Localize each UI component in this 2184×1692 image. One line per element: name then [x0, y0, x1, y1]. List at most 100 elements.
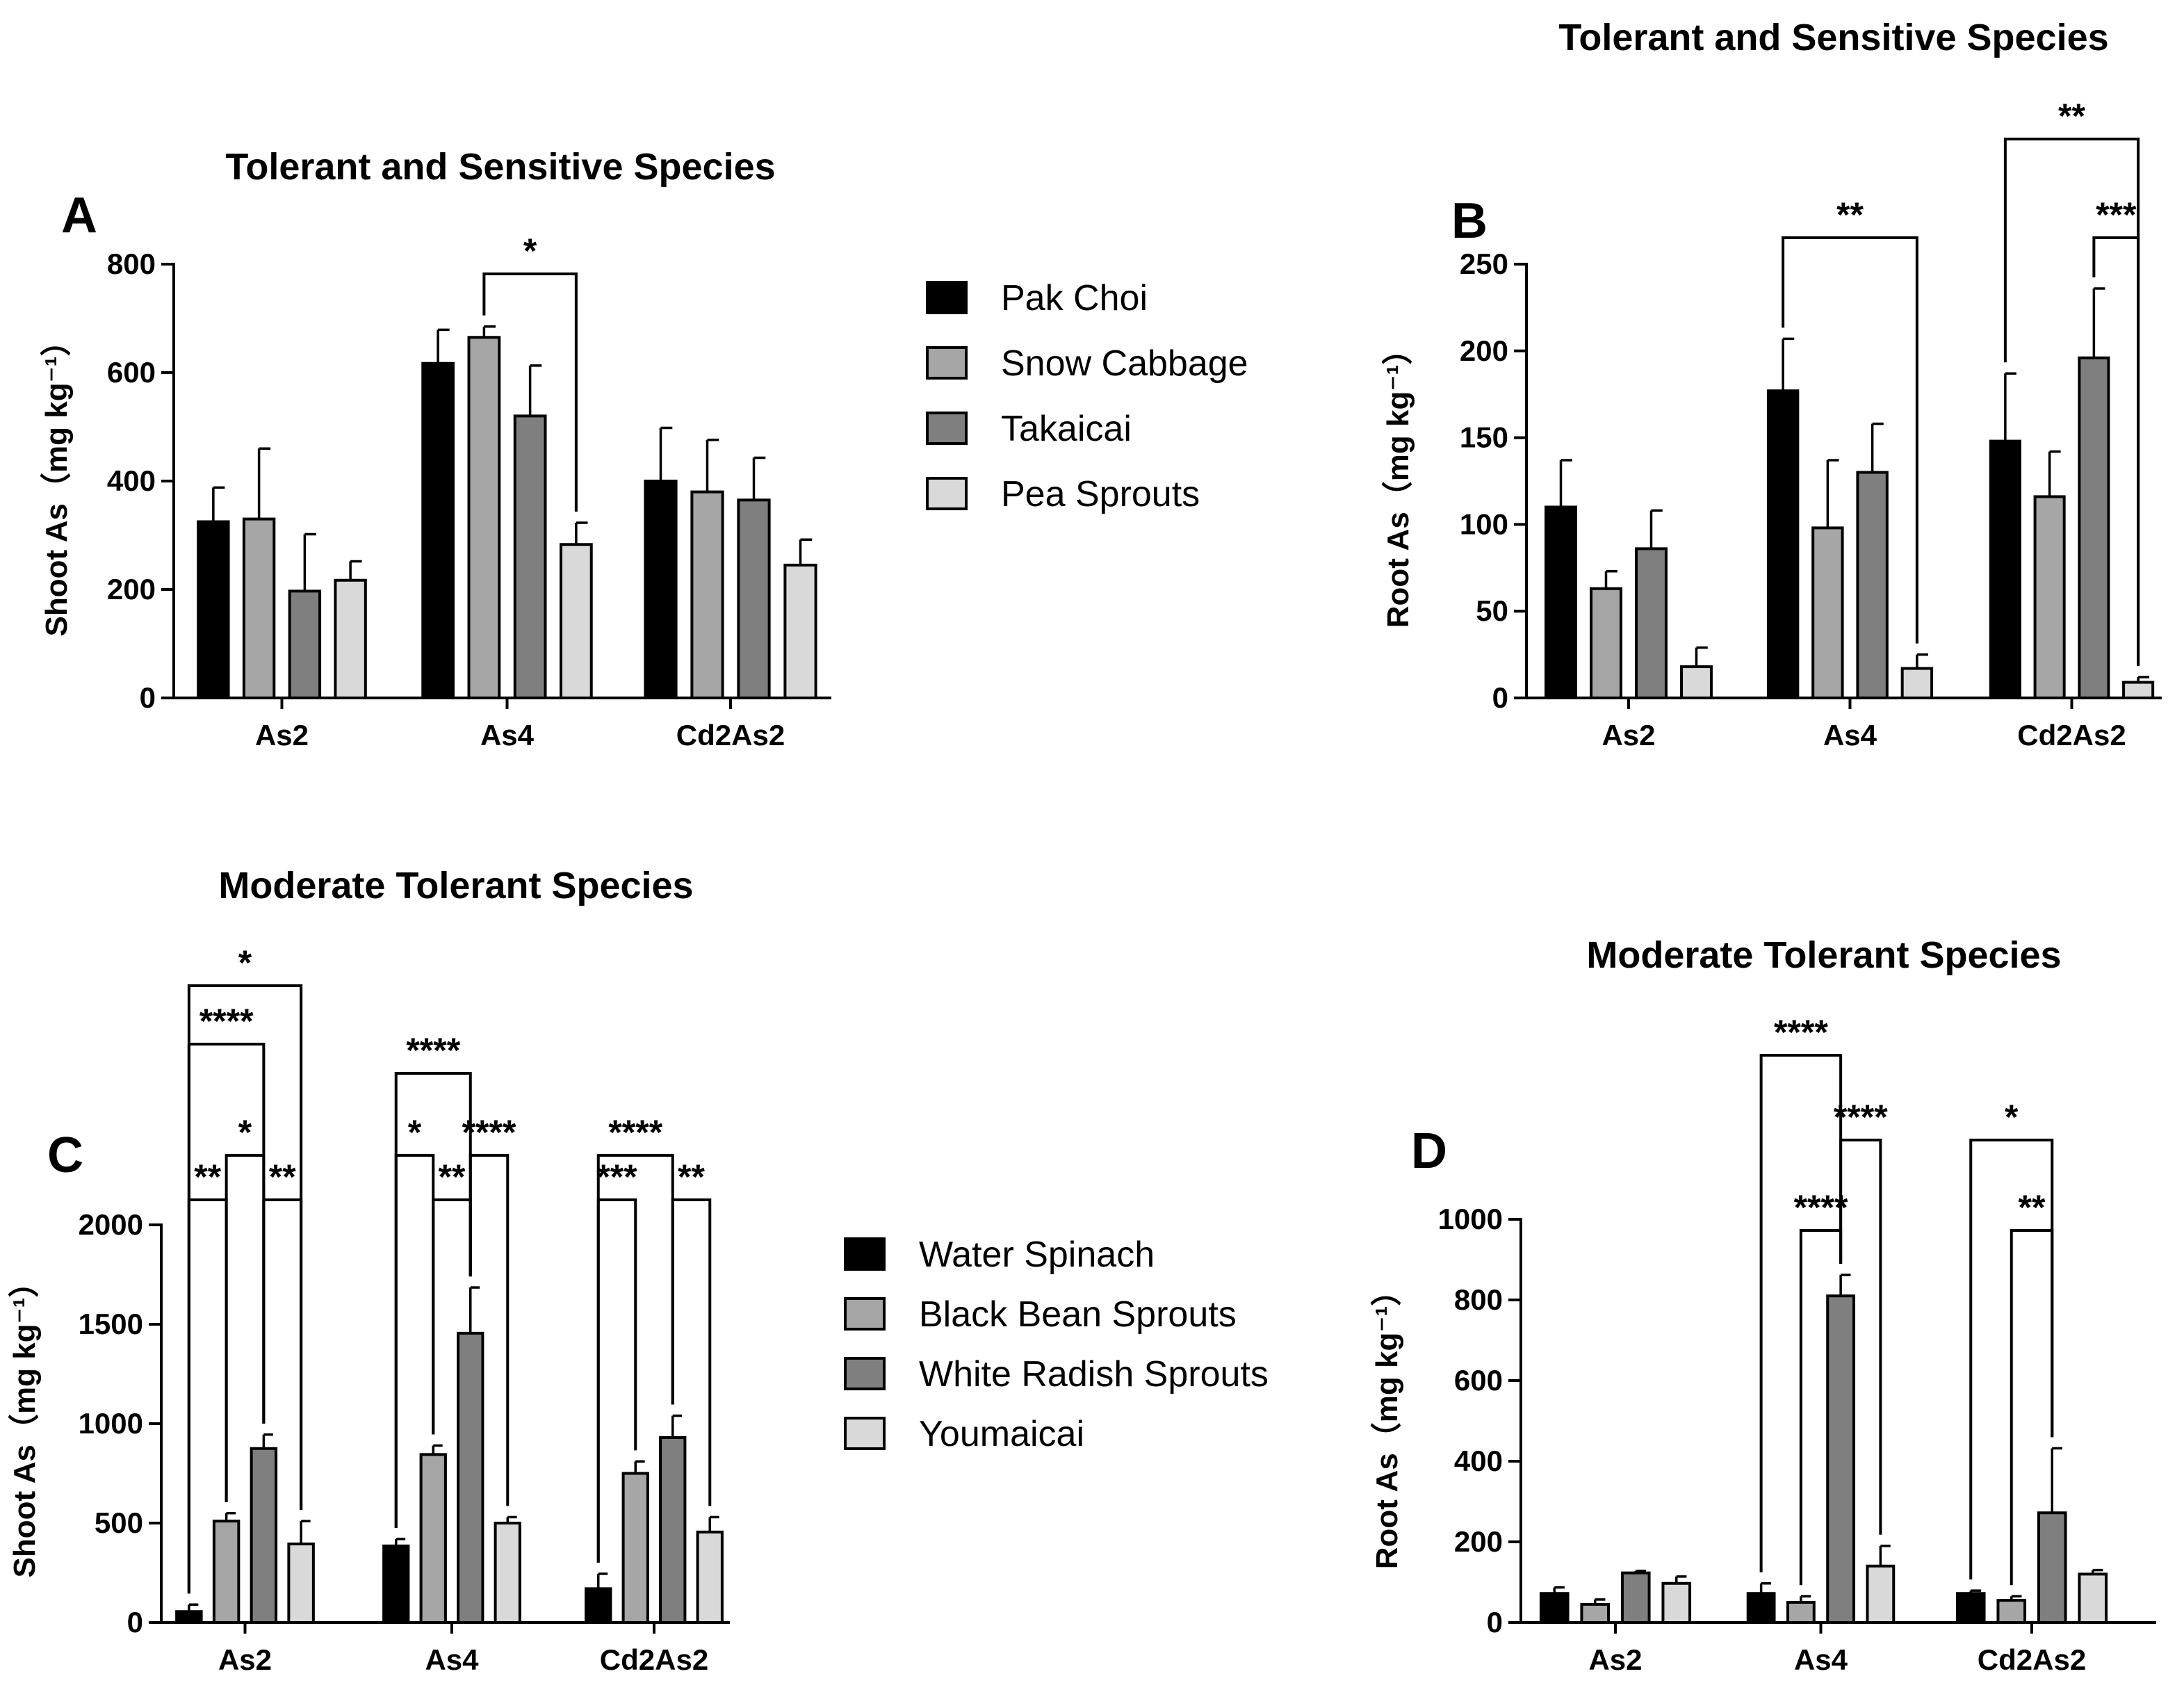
legend-entry: Takaicai [1001, 409, 1132, 449]
bar-takaicai-as2 [288, 589, 322, 700]
y-tick-label: 0 [1487, 1606, 1503, 1638]
bar-youmaicai-cd2as2 [2078, 1572, 2108, 1624]
bar-water-spinach-as4 [1746, 1592, 1776, 1624]
legend-swatch [926, 346, 968, 380]
bar-pea-sprouts-cd2as2 [2122, 681, 2155, 700]
x-tick-label: As4 [480, 719, 535, 751]
chart-panel-c: Moderate Tolerant Species C Shoot As（mg kg… [8, 865, 1269, 1676]
y-tick-label: 50 [1476, 594, 1508, 627]
x-tick-label: As4 [1794, 1643, 1848, 1676]
significance-label: **** [199, 1002, 254, 1041]
significance-bracket [2092, 236, 2140, 667]
bar-water-spinach-cd2as2 [1955, 1592, 1986, 1624]
bar-pak-choi-cd2as2 [644, 480, 678, 699]
y-tick-label: 800 [1454, 1283, 1503, 1316]
bar-water-spinach-as4 [382, 1544, 410, 1624]
chart-title: Moderate Tolerant Species [1586, 934, 2061, 976]
y-tick-label: 100 [1460, 507, 1508, 540]
significance-label: * [238, 943, 252, 982]
x-tick-label: Cd2As2 [1978, 1643, 2086, 1676]
y-axis-label: Root As（mg kg⁻¹） [1370, 1276, 1404, 1569]
legend-entry: Youmaicai [919, 1414, 1084, 1454]
y-tick-label: 0 [1492, 681, 1508, 714]
bar-snow-cabbage-as4 [467, 336, 501, 699]
bar-black-bean-sprouts-cd2as2 [1996, 1599, 2027, 1625]
chart-panel-d: Moderate Tolerant Species D Root As（mg kg⁻… [1370, 934, 2156, 1676]
bar-water-spinach-as2 [175, 1610, 203, 1625]
bar-youmaicai-as2 [287, 1543, 315, 1625]
bar-pea-sprouts-as4 [1900, 667, 1934, 699]
bar-youmaicai-as4 [494, 1522, 521, 1624]
bar-snow-cabbage-as4 [1811, 526, 1844, 700]
significance-label: * [408, 1113, 422, 1152]
bar-youmaicai-cd2as2 [696, 1530, 724, 1625]
y-tick-label: 1000 [1438, 1203, 1503, 1235]
bar-snow-cabbage-as2 [242, 517, 276, 699]
y-tick-label: 400 [107, 464, 156, 497]
legend-swatch [926, 281, 968, 314]
bar-takaicai-as4 [513, 414, 547, 700]
bar-pea-sprouts-as2 [1680, 665, 1713, 700]
legend-entry: Pea Sprouts [1001, 474, 1200, 514]
significance-label: **** [406, 1031, 460, 1070]
significance-bracket [596, 1154, 674, 1563]
significance-label: ** [439, 1157, 466, 1196]
y-tick-label: 0 [127, 1606, 143, 1638]
bar-white-radish-sprouts-cd2as2 [659, 1436, 687, 1625]
bar-youmaicai-as2 [1661, 1581, 1692, 1624]
y-tick-label: 250 [1460, 247, 1508, 280]
legend-swatch [844, 1297, 886, 1331]
bar-white-radish-sprouts-as2 [1620, 1571, 1651, 1624]
y-tick-label: 200 [107, 573, 156, 605]
bar-black-bean-sprouts-as4 [419, 1453, 447, 1625]
bar-pak-choi-as2 [1545, 505, 1577, 699]
significance-label: ** [1836, 195, 1864, 234]
x-tick-label: As4 [1823, 719, 1877, 751]
legend-swatch [844, 1357, 886, 1390]
significance-label: ** [678, 1157, 705, 1196]
bar-pea-sprouts-as4 [560, 543, 593, 700]
bar-snow-cabbage-cd2as2 [2033, 495, 2066, 699]
significance-label: * [523, 231, 537, 270]
significance-bracket [1969, 1139, 2054, 1580]
legend-swatch [844, 1417, 886, 1450]
bar-white-radish-sprouts-as4 [1826, 1294, 1856, 1624]
significance-label: **** [608, 1113, 662, 1152]
y-tick-label: 0 [140, 681, 156, 714]
panel-label: B [1451, 193, 1488, 249]
y-axis-label: Shoot As（mg kg⁻¹） [40, 326, 74, 637]
y-tick-label: 400 [1454, 1445, 1503, 1477]
chart-title: Tolerant and Sensitive Species [1558, 17, 2108, 58]
x-tick-label: As2 [1602, 719, 1655, 751]
bar-takaicai-as4 [1856, 471, 1889, 700]
y-tick-label: 2000 [79, 1208, 143, 1241]
bar-water-spinach-as2 [1539, 1592, 1570, 1624]
y-tick-label: 600 [107, 356, 156, 389]
y-tick-label: 800 [107, 247, 156, 280]
x-tick-label: As4 [425, 1643, 479, 1676]
significance-bracket [1759, 1054, 1843, 1572]
x-tick-label: As2 [255, 719, 309, 751]
panel-label: C [47, 1128, 83, 1183]
bar-takaicai-as2 [1635, 547, 1668, 699]
bar-white-radish-sprouts-as2 [250, 1447, 278, 1624]
significance-label: **** [1834, 1098, 1888, 1137]
bar-white-radish-sprouts-as4 [457, 1331, 484, 1624]
significance-label: *** [596, 1157, 637, 1196]
bar-pea-sprouts-as2 [334, 578, 367, 699]
bar-takaicai-cd2as2 [2078, 356, 2110, 699]
bar-snow-cabbage-cd2as2 [690, 490, 724, 699]
legend-swatch [844, 1237, 886, 1271]
x-tick-label: Cd2As2 [600, 1643, 708, 1676]
significance-label: * [2005, 1098, 2019, 1137]
legend-entry: Water Spinach [919, 1235, 1155, 1275]
bar-black-bean-sprouts-cd2as2 [621, 1472, 649, 1624]
y-axis-label: Shoot As（mg kg⁻¹） [8, 1267, 42, 1578]
chart-title: Tolerant and Sensitive Species [225, 146, 775, 188]
y-tick-label: 500 [95, 1506, 143, 1539]
x-tick-label: As2 [218, 1643, 272, 1676]
bar-pak-choi-cd2as2 [1989, 439, 2021, 699]
x-tick-label: Cd2As2 [2017, 719, 2126, 751]
legend-entry: Snow Cabbage [1001, 343, 1248, 384]
